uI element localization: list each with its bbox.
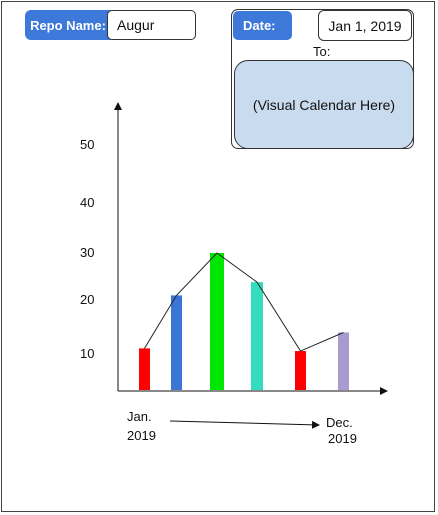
trend-line [144, 252, 344, 352]
x-start-label-line2: 2019 [127, 428, 156, 443]
y-tick-label: 40 [80, 195, 94, 210]
chart-bar [338, 332, 349, 390]
y-tick-label: 30 [80, 245, 94, 260]
date-to-label: To: [313, 44, 331, 59]
date-from-input[interactable]: Jan 1, 2019 [318, 10, 412, 41]
x-end-label-line1: Dec. [326, 415, 353, 430]
chart-bar [210, 253, 224, 390]
chart-bar [251, 282, 263, 390]
time-range-arrow [169, 420, 320, 429]
repo-name-group: Repo Name: Augur [25, 10, 196, 40]
date-label: Date: [233, 11, 292, 40]
repo-name-label: Repo Name: [25, 10, 111, 40]
chart-bar [171, 295, 182, 390]
chart-bar [139, 348, 150, 390]
x-start-label-line1: Jan. [127, 409, 152, 424]
calendar-placeholder-text: (Visual Calendar Here) [252, 96, 396, 113]
x-end-label-line2: 2019 [328, 431, 357, 446]
y-tick-label: 50 [80, 137, 94, 152]
visual-calendar[interactable]: (Visual Calendar Here) [234, 60, 414, 149]
y-tick-label: 20 [80, 292, 94, 307]
repo-name-input[interactable]: Augur [107, 10, 196, 40]
chart-bar [295, 351, 306, 390]
y-tick-label: 10 [80, 346, 94, 361]
